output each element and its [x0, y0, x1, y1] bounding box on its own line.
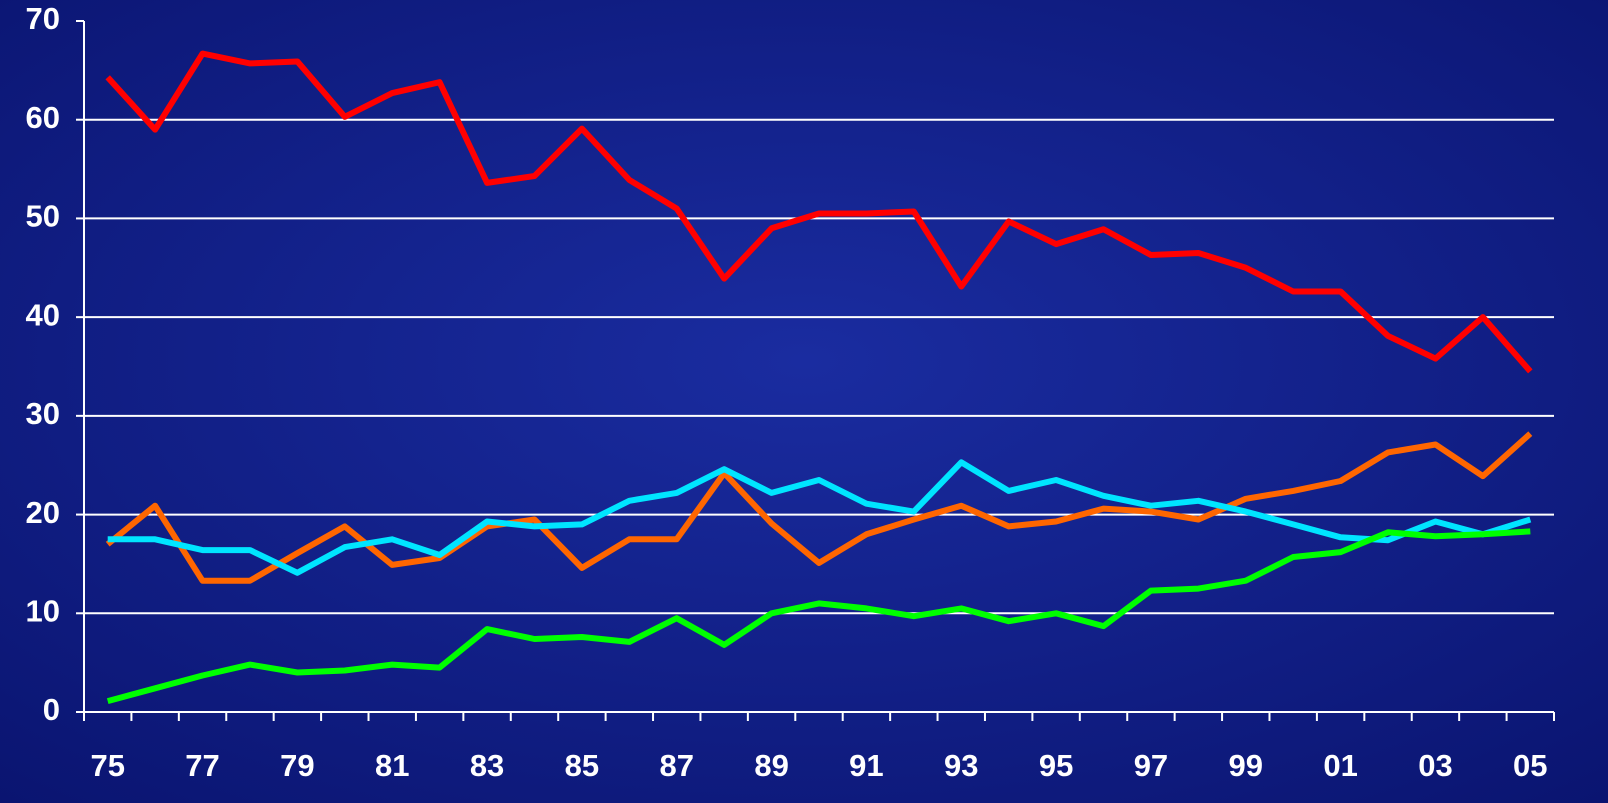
y-tick-label: 50	[26, 199, 60, 234]
x-tick-label: 87	[659, 748, 693, 783]
x-tick-label: 89	[754, 748, 788, 783]
x-tick-label: 05	[1513, 748, 1547, 783]
y-tick-label: 30	[26, 396, 60, 431]
x-tick-label: 03	[1418, 748, 1452, 783]
x-tick-label: 93	[944, 748, 978, 783]
series-line	[105, 431, 1533, 584]
x-tick-label: 97	[1134, 748, 1168, 783]
series-line	[107, 459, 1532, 576]
x-tick-label: 95	[1039, 748, 1073, 783]
x-tick-label: 83	[470, 748, 504, 783]
x-tick-label: 75	[90, 748, 124, 783]
x-tick-label: 81	[375, 748, 409, 783]
series-line	[105, 50, 1533, 374]
y-tick-label: 10	[26, 593, 60, 628]
y-tick-label: 40	[26, 297, 60, 332]
x-tick-label: 91	[849, 748, 883, 783]
y-tick-label: 70	[26, 1, 60, 36]
y-tick-label: 20	[26, 495, 60, 530]
series-line	[106, 528, 1531, 704]
x-tick-label: 85	[565, 748, 599, 783]
x-tick-label: 99	[1229, 748, 1263, 783]
x-tick-label: 77	[185, 748, 219, 783]
y-tick-label: 60	[26, 100, 60, 135]
x-tick-label: 01	[1323, 748, 1357, 783]
x-tick-label: 79	[280, 748, 314, 783]
y-tick-label: 0	[43, 692, 60, 727]
